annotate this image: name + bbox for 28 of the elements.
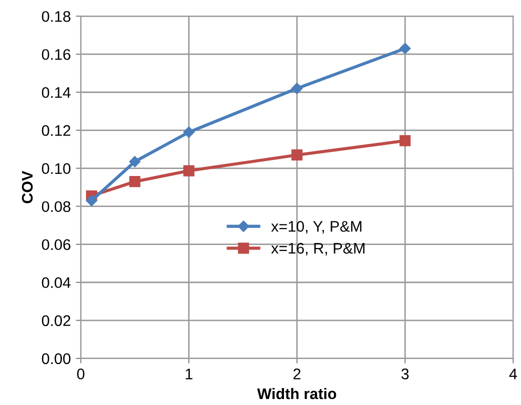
point bbox=[183, 165, 194, 176]
x-tick-label: 0 bbox=[77, 368, 84, 380]
y-tick-label: 0.16 bbox=[42, 49, 70, 60]
legend-label: x=16, R, P&M bbox=[271, 242, 364, 256]
x-tick-label: 2 bbox=[293, 368, 300, 380]
point bbox=[183, 126, 194, 138]
x-tick-label: 3 bbox=[401, 368, 409, 380]
y-tick-label: 0.04 bbox=[42, 277, 71, 288]
y-tick-label: 0.02 bbox=[42, 315, 70, 326]
y-axis-title: COV bbox=[22, 170, 33, 204]
x-tick-label: 1 bbox=[186, 368, 192, 380]
x-tick-label: 4 bbox=[509, 368, 517, 380]
y-tick-label: 0.18 bbox=[42, 11, 70, 22]
point bbox=[129, 176, 140, 188]
y-tick-label: 0.08 bbox=[42, 201, 70, 212]
point bbox=[86, 195, 98, 206]
point bbox=[291, 82, 303, 94]
legend-label: x=10, Y, P&M bbox=[271, 220, 362, 234]
y-tick-label: 0.06 bbox=[42, 239, 70, 250]
y-tick-label: 0.10 bbox=[42, 163, 70, 174]
y-tick-label: 0.12 bbox=[42, 125, 70, 136]
y-tick-label: 0.00 bbox=[42, 353, 70, 364]
y-tick-label: 0.14 bbox=[42, 87, 71, 98]
point bbox=[129, 156, 140, 168]
point bbox=[400, 135, 411, 146]
x-axis-title: Width ratio bbox=[257, 388, 336, 400]
point bbox=[291, 149, 303, 161]
point bbox=[399, 42, 411, 54]
